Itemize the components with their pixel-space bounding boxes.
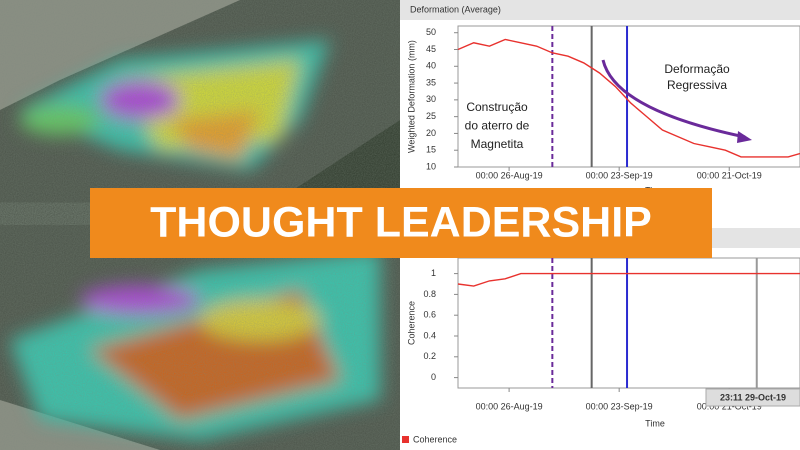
y-tick-label: 35 bbox=[426, 77, 436, 87]
y-tick-label: 0.4 bbox=[423, 330, 436, 340]
data-line bbox=[457, 38, 800, 158]
annotation: Regressiva bbox=[667, 78, 727, 92]
y-tick-label: 20 bbox=[426, 128, 436, 138]
x-axis-label: Time bbox=[645, 418, 665, 428]
annotation: do aterro de bbox=[465, 119, 530, 133]
satellite-bottom bbox=[0, 225, 400, 450]
chart-title: Deformation (Average) bbox=[410, 4, 501, 14]
y-tick-label: 40 bbox=[426, 61, 436, 71]
banner-text: THOUGHT LEADERSHIP bbox=[150, 198, 652, 246]
y-tick-label: 0.6 bbox=[423, 310, 436, 320]
y-axis-label: Weighted Deformation (mm) bbox=[406, 40, 416, 153]
y-tick-label: 1 bbox=[431, 268, 436, 278]
data-line bbox=[457, 272, 800, 287]
y-tick-label: 0.8 bbox=[423, 289, 436, 299]
y-tick-label: 30 bbox=[426, 94, 436, 104]
charts: Deformation (Average)1015202530354045500… bbox=[400, 0, 800, 444]
tooltip-box bbox=[705, 388, 800, 407]
x-tick-label: 00:00 23-Sep-19 bbox=[586, 401, 653, 411]
y-tick-label: 0 bbox=[431, 372, 436, 382]
legend-swatch bbox=[402, 436, 409, 443]
annotation: Deformação bbox=[664, 62, 730, 76]
y-tick-label: 10 bbox=[426, 161, 436, 171]
plot-area bbox=[457, 257, 800, 389]
y-axis-label: Coherence bbox=[406, 301, 416, 345]
tooltip: 23:11 29-Oct-19 bbox=[720, 392, 786, 402]
x-tick-label: 00:00 21-Oct-19 bbox=[697, 170, 762, 180]
x-tick-label: 00:00 26-Aug-19 bbox=[476, 401, 543, 411]
y-tick-label: 50 bbox=[426, 27, 436, 37]
annotation: Construção bbox=[466, 100, 528, 114]
y-tick-label: 45 bbox=[426, 44, 436, 54]
x-tick-label: 00:00 26-Aug-19 bbox=[476, 170, 543, 180]
y-tick-label: 25 bbox=[426, 111, 436, 121]
banner-box bbox=[90, 188, 712, 258]
chart-header bbox=[400, 0, 800, 20]
plot-area bbox=[457, 25, 800, 168]
y-tick-label: 15 bbox=[426, 145, 436, 155]
x-tick-label: 00:00 23-Sep-19 bbox=[586, 170, 653, 180]
arrow-head bbox=[737, 131, 752, 143]
y-tick-label: 0.2 bbox=[423, 351, 436, 361]
annotation: Magnetita bbox=[471, 137, 524, 151]
legend-label: Coherence bbox=[413, 434, 457, 444]
satellite-top bbox=[0, 0, 400, 225]
annotation-arrow bbox=[601, 59, 746, 139]
